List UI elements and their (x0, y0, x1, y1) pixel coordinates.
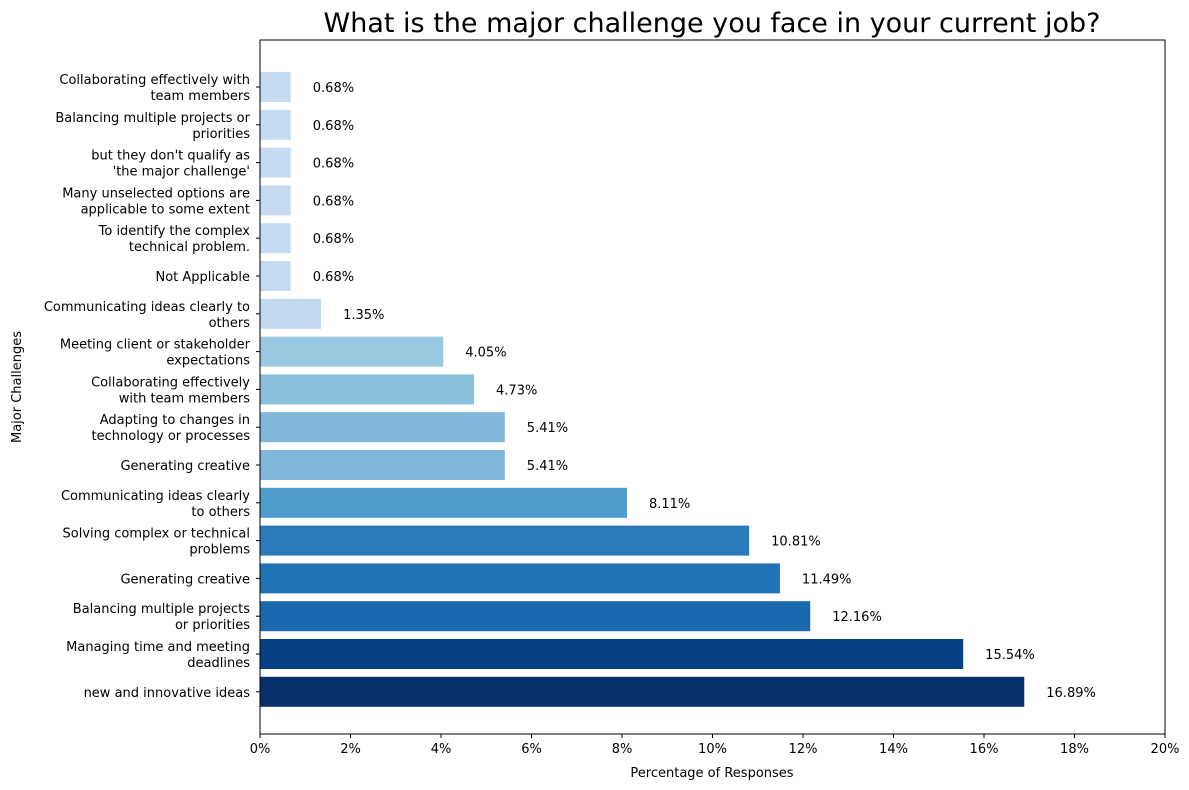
data-labels-group: 0.68% 0.68% 0.68% 0.68% 0.68% 0.68% 1.35% 4.05%… (313, 81, 1096, 701)
x-tick-label: 8% (612, 742, 633, 757)
data-label: 12.16% (832, 610, 882, 625)
x-axis-title: Percentage of Responses (630, 766, 793, 781)
bar (260, 223, 291, 254)
category-label: Solving complex or technical problems (63, 527, 251, 558)
bar (260, 601, 811, 632)
category-label: Managing time and meeting deadlines (66, 640, 250, 671)
bar (260, 336, 444, 367)
bar (260, 525, 750, 556)
x-tick-label: 2% (340, 742, 361, 757)
data-label: 0.68% (313, 119, 354, 134)
bar (260, 374, 475, 405)
y-axis-title: Major Challenges (10, 331, 25, 443)
category-label: Communicating ideas clearly to others (44, 300, 250, 331)
bar (260, 676, 1025, 707)
data-label: 0.68% (313, 232, 354, 247)
x-tick-label: 16% (970, 742, 999, 757)
data-label: 0.68% (313, 157, 354, 172)
category-label: Generating creative (120, 572, 250, 587)
x-tick-label: 6% (521, 742, 542, 757)
data-label: 5.41% (527, 459, 568, 474)
category-label: Balancing multiple projects or priorities (73, 602, 250, 633)
category-label: but they don't qualify as'the major chal… (91, 149, 250, 180)
data-label: 0.68% (313, 270, 354, 285)
data-label: 0.68% (313, 81, 354, 96)
category-label: Generating creative (120, 459, 250, 474)
x-tick-label: 20% (1151, 742, 1180, 757)
bar (260, 109, 291, 140)
chart-title: What is the major challenge you face in … (324, 8, 1101, 39)
x-tick-label: 0% (250, 742, 271, 757)
x-tick-label: 14% (879, 742, 908, 757)
data-label: 15.54% (985, 648, 1035, 663)
bar (260, 412, 505, 443)
category-label: Adapting to changes in technology or proc… (92, 413, 251, 444)
bar (260, 261, 291, 291)
data-label: 10.81% (771, 535, 821, 550)
category-label: Meeting client or stakeholder expectation… (60, 338, 251, 369)
category-label: Collaborating effectively with team membe… (91, 375, 250, 406)
bar (260, 72, 291, 102)
category-label: To identify the complex technical problem… (98, 224, 251, 255)
category-label: Many unselected options are applicable to… (62, 186, 250, 217)
x-tick-label: 10% (698, 742, 727, 757)
x-tick-label: 18% (1060, 742, 1089, 757)
x-axis-ticks-group: 0% 2% 4% 6% 8% 10% 12% 14% 16% 18% 20% (250, 734, 1180, 757)
x-tick-label: 4% (431, 742, 452, 757)
bar (260, 147, 291, 178)
category-label: Communicating ideas clearly to others (61, 489, 250, 520)
bar (260, 563, 780, 594)
data-label: 11.49% (802, 572, 852, 587)
data-label: 8.11% (649, 497, 690, 512)
bar (260, 450, 505, 480)
category-label: Not Applicable (155, 270, 250, 285)
data-label: 16.89% (1046, 686, 1096, 701)
data-label: 4.05% (465, 346, 506, 361)
bars-group (260, 72, 1025, 707)
x-tick-label: 12% (789, 742, 818, 757)
category-label: Collaborating effectively with team membe… (59, 73, 250, 104)
bar (260, 639, 964, 669)
category-labels-group: Collaborating effectively with team membe… (44, 73, 260, 701)
data-label: 4.73% (496, 383, 537, 398)
data-label: 1.35% (343, 308, 384, 323)
category-label: new and innovative ideas (84, 686, 251, 701)
category-label: Balancing multiple projects or priorities (55, 111, 250, 142)
data-label: 5.41% (527, 421, 568, 436)
plot-frame (259, 39, 1166, 735)
bar (260, 185, 291, 216)
data-label: 0.68% (313, 194, 354, 209)
bar (260, 487, 627, 518)
bar (260, 298, 322, 329)
